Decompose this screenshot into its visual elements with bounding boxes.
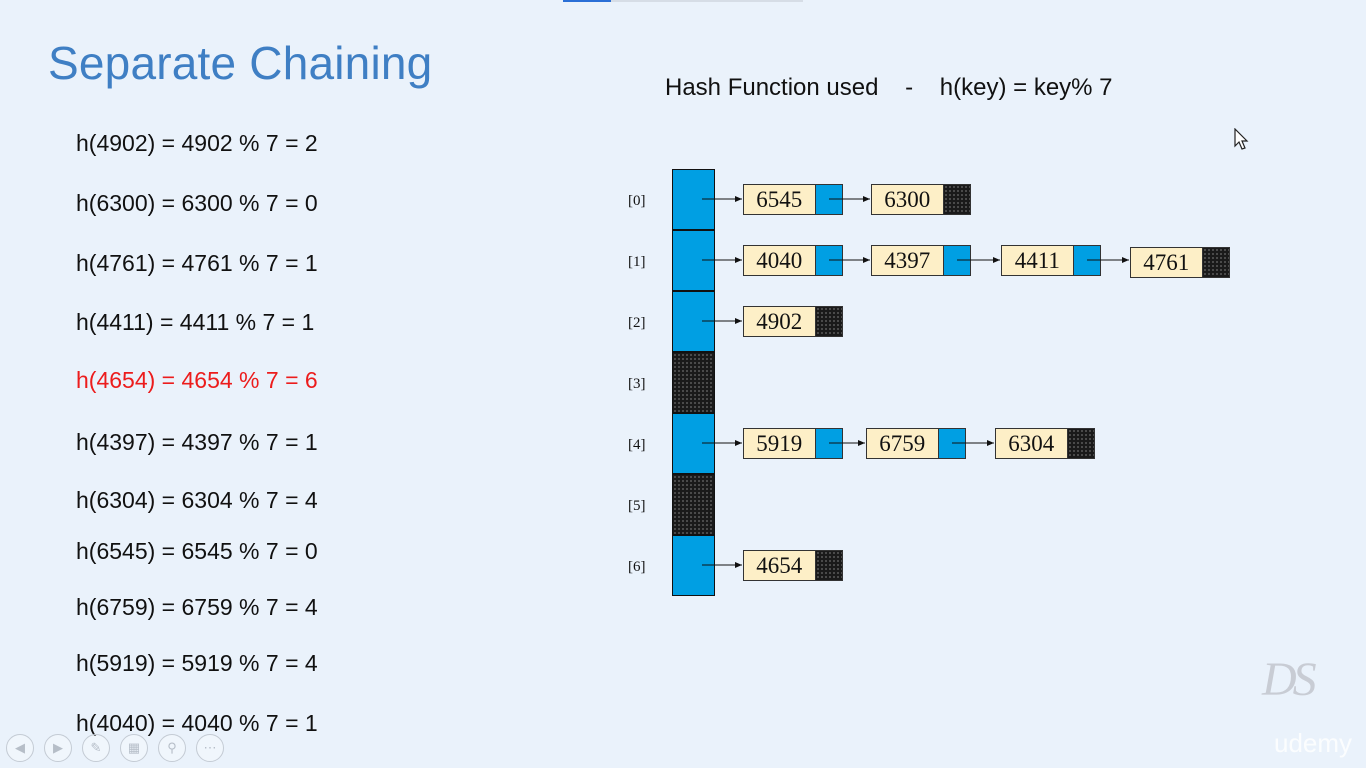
- more-icon[interactable]: ⋯: [196, 734, 224, 762]
- null-pointer: [815, 551, 842, 580]
- bucket-index-label: [1]: [628, 254, 646, 270]
- top-progress-bar: [563, 0, 803, 2]
- bucket-index-label: [0]: [628, 193, 646, 209]
- node-value: 4761: [1131, 248, 1203, 277]
- node-value: 6300: [872, 185, 944, 214]
- zoom-icon[interactable]: ⚲: [158, 734, 186, 762]
- equation: h(6759) = 6759 % 7 = 4: [76, 594, 318, 620]
- mouse-cursor-icon: [1234, 128, 1249, 150]
- equation: h(6304) = 6304 % 7 = 4: [76, 487, 318, 513]
- bucket-index-label: [6]: [628, 559, 646, 575]
- chain-node: 4654: [743, 550, 843, 581]
- previous-icon[interactable]: ◀: [6, 734, 34, 762]
- ds-logo: DS: [1262, 653, 1317, 706]
- chain-node: 4902: [743, 306, 843, 337]
- null-pointer: [1067, 429, 1094, 458]
- node-value: 4902: [744, 307, 816, 336]
- top-progress-fill: [563, 0, 611, 2]
- equation: h(4040) = 4040 % 7 = 1: [76, 710, 318, 736]
- bucket-slot-empty: [672, 474, 715, 535]
- bucket-slot-empty: [672, 352, 715, 413]
- node-value: 5919: [744, 429, 816, 458]
- equation: h(4761) = 4761 % 7 = 1: [76, 250, 318, 276]
- node-value: 4397: [872, 246, 944, 275]
- null-pointer: [943, 185, 970, 214]
- hash-function-caption: Hash Function used - h(key) = key% 7: [665, 74, 1113, 101]
- bucket-index-label: [3]: [628, 376, 646, 392]
- node-value: 4654: [744, 551, 816, 580]
- bucket-index-label: [5]: [628, 498, 646, 514]
- chain-node: 6300: [871, 184, 971, 215]
- node-value: 6304: [996, 429, 1068, 458]
- null-pointer: [1202, 248, 1229, 277]
- chain-node: 4761: [1130, 247, 1230, 278]
- equation: h(4902) = 4902 % 7 = 2: [76, 130, 318, 156]
- chain-node: 6304: [995, 428, 1095, 459]
- udemy-watermark: udemy: [1274, 728, 1353, 758]
- equation: h(6300) = 6300 % 7 = 0: [76, 190, 318, 216]
- null-pointer: [815, 307, 842, 336]
- node-value: 4411: [1002, 246, 1074, 275]
- chain-node: 4040: [743, 245, 843, 276]
- slides-icon[interactable]: ▦: [120, 734, 148, 762]
- bucket-index-label: [2]: [628, 315, 646, 331]
- equation: h(5919) = 5919 % 7 = 4: [76, 650, 318, 676]
- equation-highlighted: h(4654) = 4654 % 7 = 6: [76, 367, 318, 393]
- node-value: 6545: [744, 185, 816, 214]
- node-value: 4040: [744, 246, 816, 275]
- chain-node: 6759: [866, 428, 966, 459]
- node-value: 6759: [867, 429, 939, 458]
- equation: h(4397) = 4397 % 7 = 1: [76, 429, 318, 455]
- pen-icon[interactable]: ✎: [82, 734, 110, 762]
- equation: h(4411) = 4411 % 7 = 1: [76, 309, 315, 335]
- equation: h(6545) = 6545 % 7 = 0: [76, 538, 318, 564]
- slide-title: Separate Chaining: [48, 37, 433, 89]
- chain-node: 4397: [871, 245, 971, 276]
- chain-node: 6545: [743, 184, 843, 215]
- next-icon[interactable]: ▶: [44, 734, 72, 762]
- player-controls: ◀ ▶ ✎ ▦ ⚲ ⋯: [6, 734, 224, 762]
- bucket-index-label: [4]: [628, 437, 646, 453]
